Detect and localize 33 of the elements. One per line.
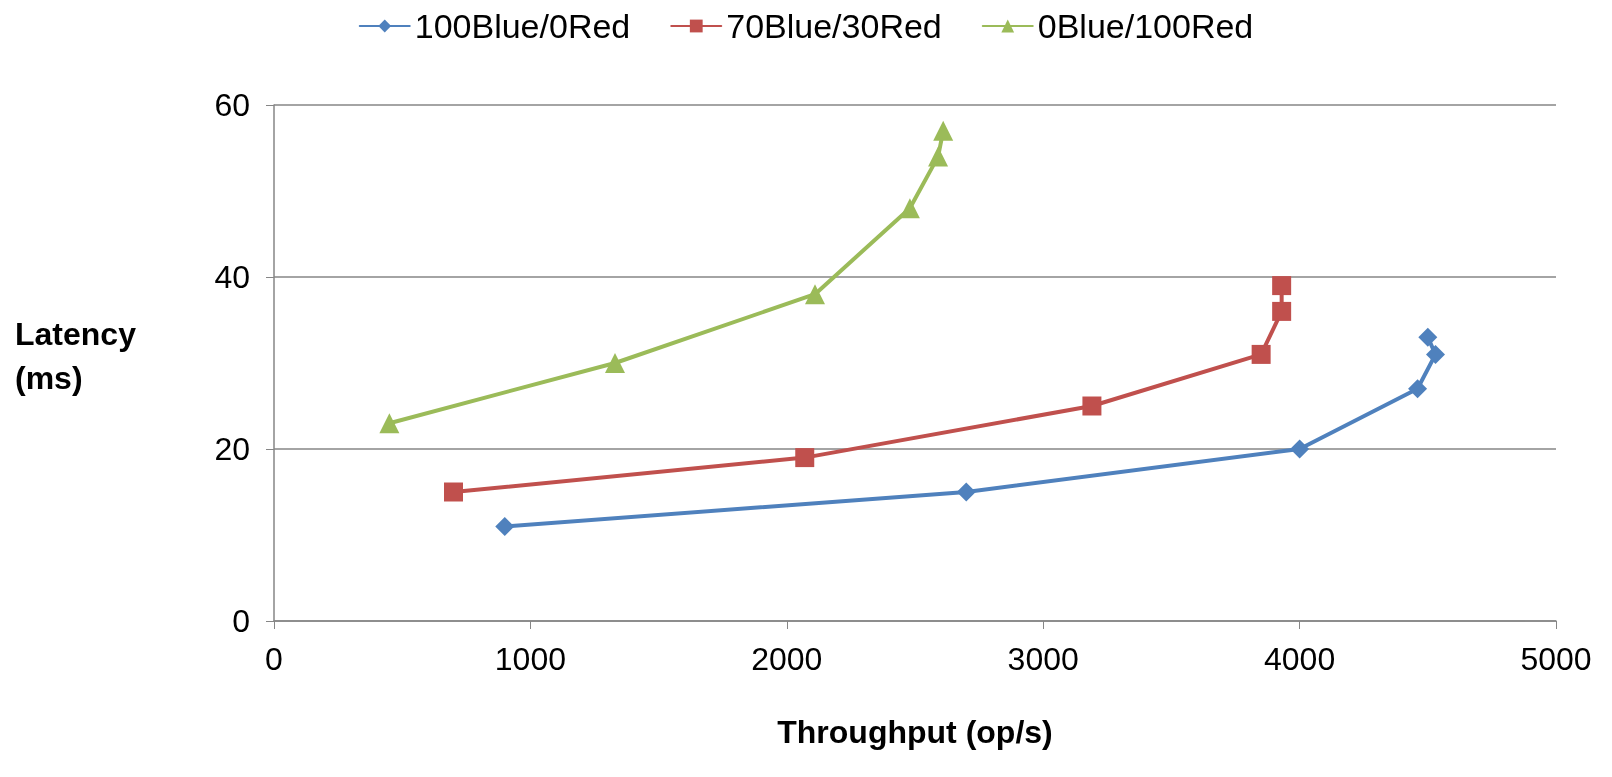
x-tick-label: 0 bbox=[265, 641, 283, 677]
legend-label: 0Blue/100Red bbox=[1037, 7, 1254, 45]
point bbox=[1272, 301, 1292, 321]
point bbox=[1082, 396, 1102, 416]
x-tick-label: 2000 bbox=[751, 641, 823, 677]
y-axis-title: Latency (ms) bbox=[15, 316, 137, 396]
point bbox=[1418, 327, 1438, 347]
x-tick-label: 5000 bbox=[1520, 641, 1592, 677]
point bbox=[1251, 344, 1271, 364]
legend-label: 70Blue/30Red bbox=[726, 7, 942, 45]
y-tick-label: 20 bbox=[214, 431, 250, 467]
point bbox=[899, 198, 920, 219]
point bbox=[956, 482, 976, 502]
x-tick-label: 3000 bbox=[1007, 641, 1079, 677]
point bbox=[928, 146, 949, 167]
x-axis-title: Throughput (op/s) bbox=[777, 714, 1053, 750]
point bbox=[605, 353, 626, 373]
point bbox=[1408, 379, 1428, 399]
y-tick-label: 0 bbox=[232, 603, 250, 639]
point bbox=[805, 284, 825, 305]
point bbox=[1425, 344, 1445, 364]
legend-label: 100Blue/0Red bbox=[414, 7, 631, 45]
point bbox=[795, 448, 815, 468]
y-tick-label: 40 bbox=[214, 259, 250, 295]
point bbox=[1272, 276, 1292, 296]
x-tick-label: 4000 bbox=[1264, 641, 1336, 677]
point bbox=[379, 413, 400, 434]
point bbox=[933, 120, 954, 141]
point bbox=[495, 516, 515, 536]
x-tick-label: 1000 bbox=[494, 641, 566, 677]
y-tick-label: 60 bbox=[214, 87, 250, 123]
point bbox=[1290, 439, 1310, 459]
point bbox=[443, 482, 463, 502]
